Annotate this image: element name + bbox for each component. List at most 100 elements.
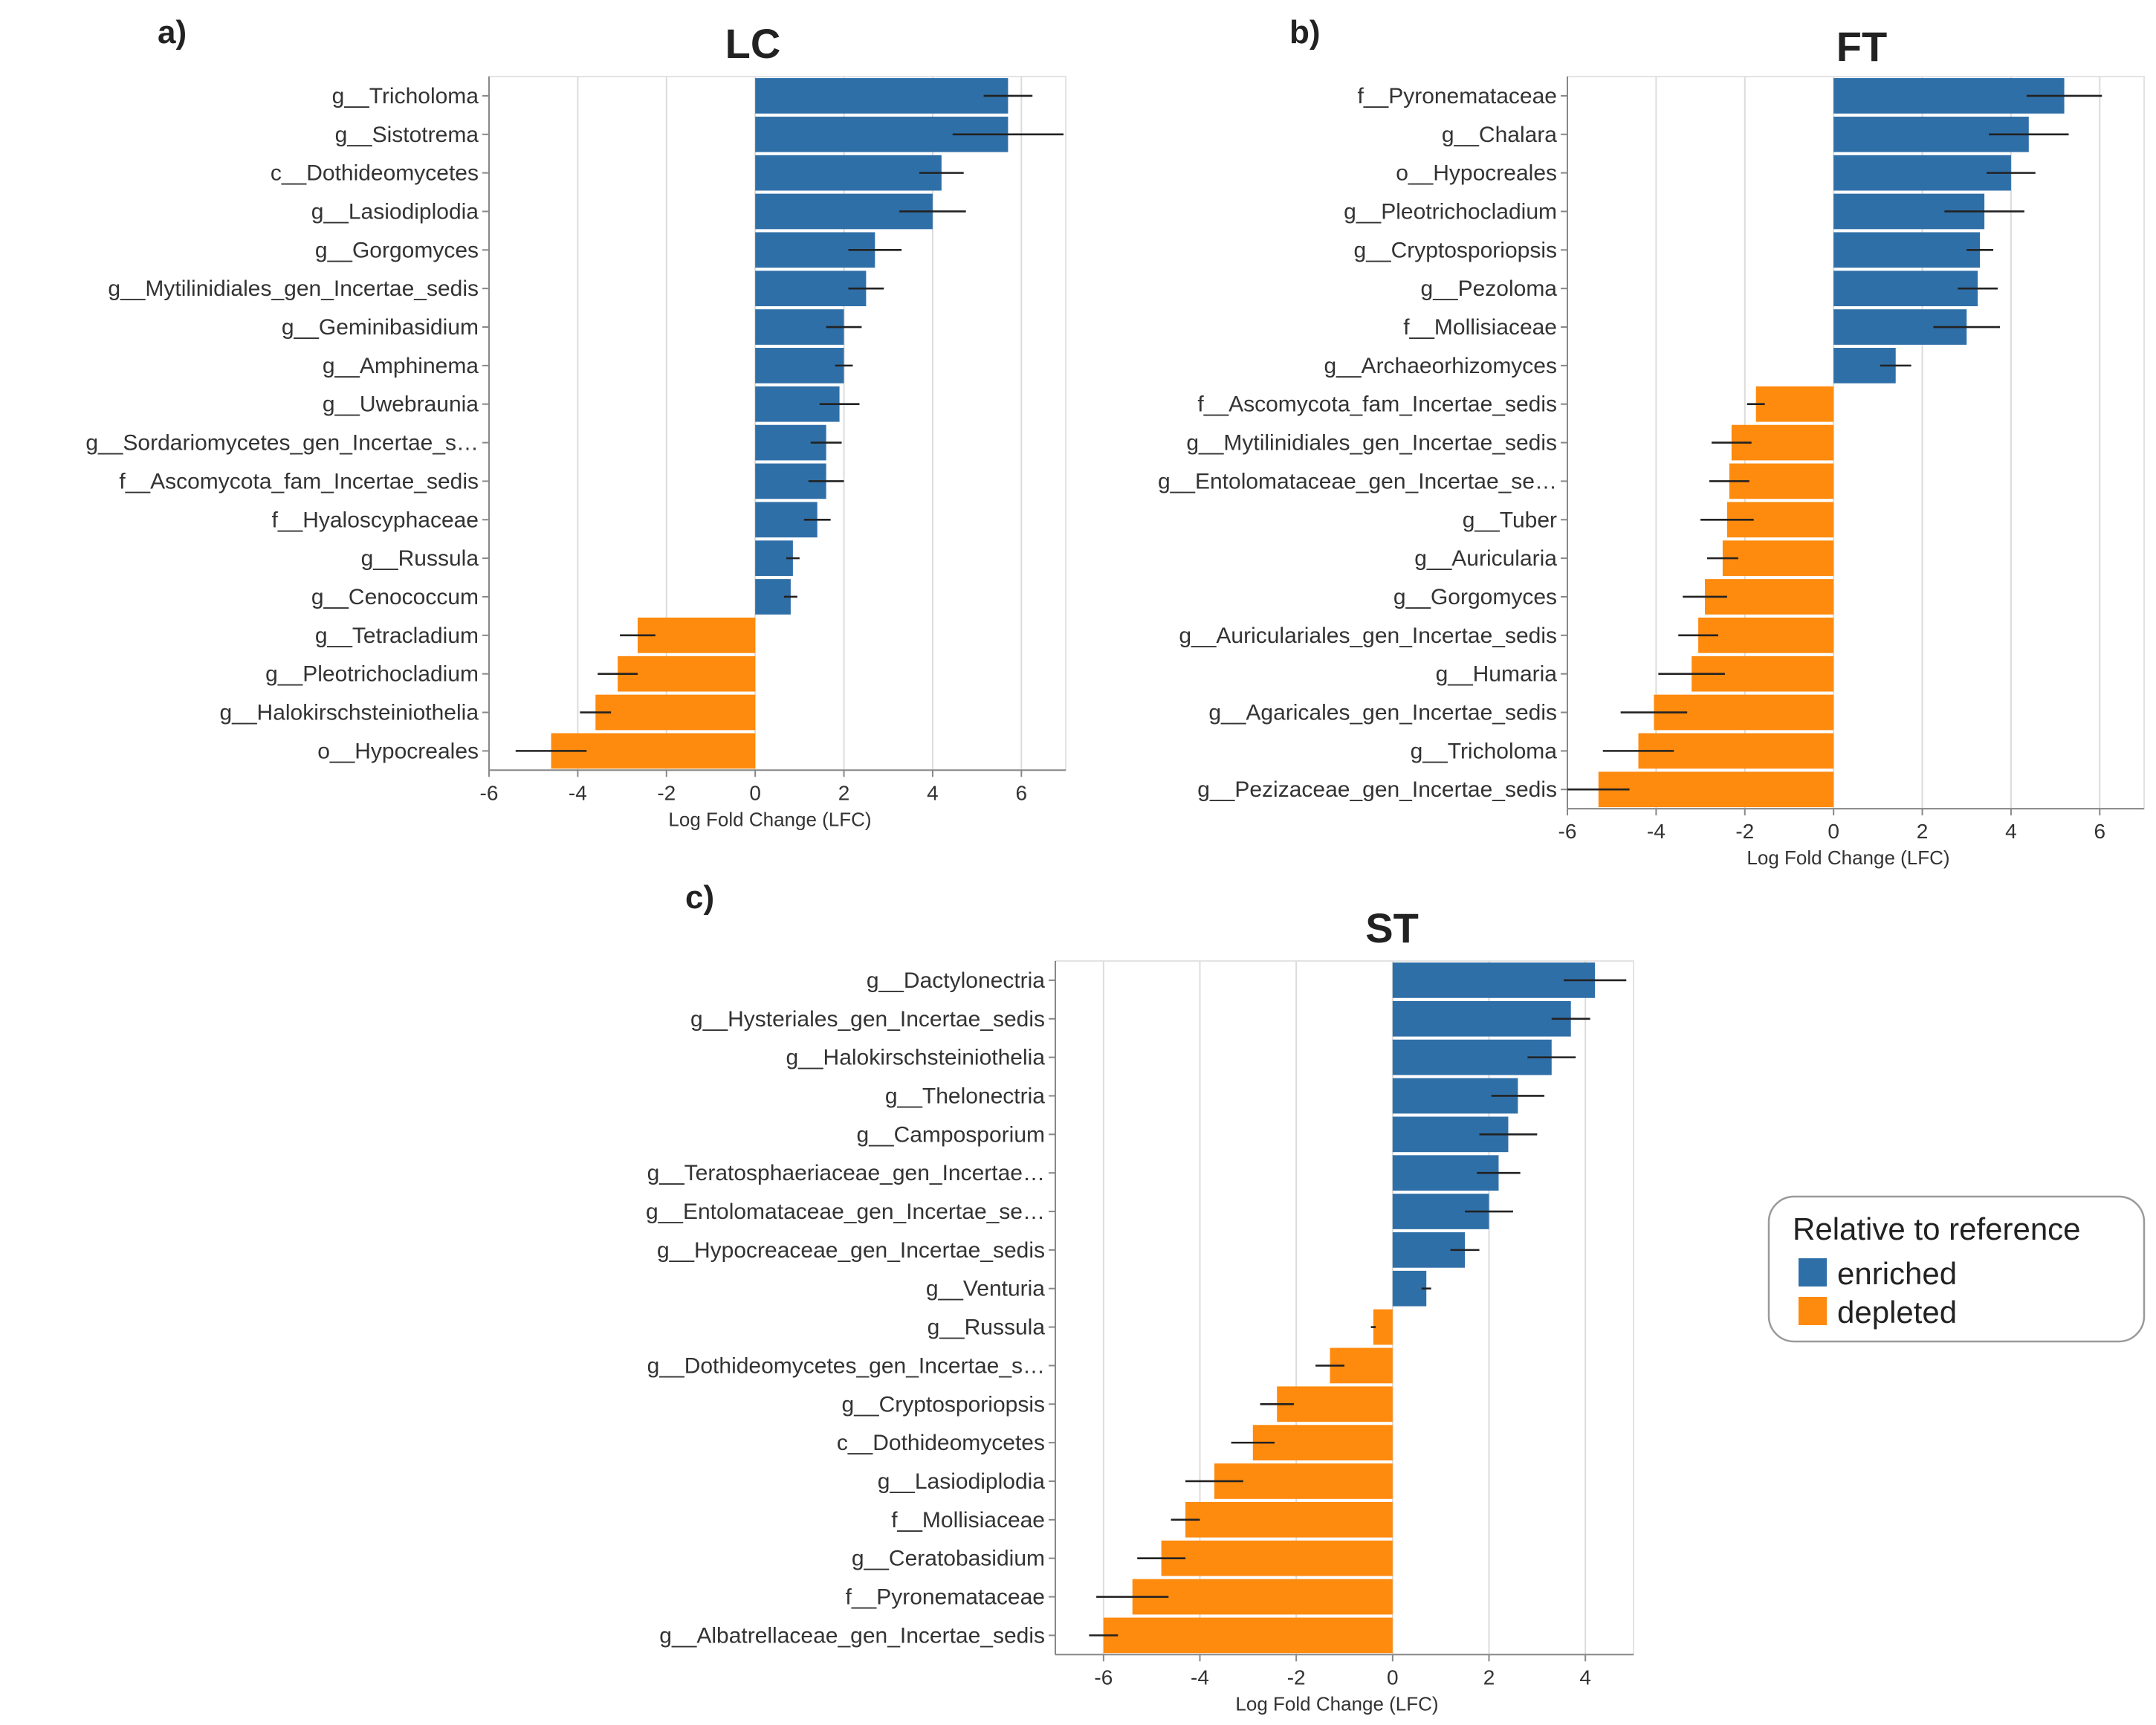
- x-tick-label: -2: [657, 781, 676, 804]
- bar-g-pezizaceae-gen-incertae-sedis: [1598, 771, 1834, 808]
- bar-g-auriculariales-gen-incertae-sedis: [1698, 617, 1834, 653]
- category-label: f__Ascomycota_fam_Incertae_sedis: [119, 469, 479, 493]
- bar-g-halokirschsteiniothelia: [595, 694, 756, 731]
- category-label: g__Hypocreaceae_gen_Incertae_sedis: [657, 1238, 1045, 1263]
- category-label: g__Archaeorhizomyces: [1324, 354, 1558, 378]
- bar-c-dothideomycetes: [1252, 1425, 1393, 1460]
- bar-g-ceratobasidium: [1161, 1540, 1393, 1576]
- bar-g-russula: [1373, 1309, 1393, 1345]
- category-label: f__Ascomycota_fam_Incertae_sedis: [1197, 392, 1557, 417]
- x-tick-label: -4: [1647, 820, 1665, 843]
- x-tick-label: 0: [1828, 820, 1839, 843]
- chart-title: ST: [1365, 904, 1419, 951]
- category-label: g__Tetracladium: [315, 624, 479, 648]
- bar-g-venturia: [1392, 1270, 1427, 1307]
- bar-g-hysteriales-gen-incertae-sedis: [1392, 1000, 1571, 1037]
- bar-g-albatrellaceae-gen-incertae-sedis: [1103, 1617, 1393, 1654]
- category-label: g__Lasiodiplodia: [878, 1469, 1046, 1494]
- category-label: g__Humaria: [1436, 662, 1558, 687]
- category-label: o__Hypocreales: [317, 739, 479, 763]
- bar-o-hypocreales: [1833, 155, 2011, 191]
- category-label: g__Ceratobasidium: [852, 1547, 1045, 1571]
- bar-f-pyronemataceae: [1833, 78, 2065, 114]
- category-label: g__Dactylonectria: [867, 968, 1045, 993]
- bar-g-pezoloma: [1833, 271, 1978, 307]
- bar-f-ascomycota-fam-incertae-sedis: [1755, 386, 1834, 422]
- bar-g-cryptosporiopsis: [1833, 232, 1981, 268]
- category-label: g__Auricularia: [1414, 546, 1557, 571]
- category-label: f__Mollisiaceae: [1403, 315, 1557, 340]
- x-tick-label: -2: [1287, 1666, 1306, 1689]
- chart-title: FT: [1836, 23, 1887, 70]
- category-label: g__Thelonectria: [885, 1084, 1045, 1108]
- legend-label-enriched: enriched: [1837, 1256, 1957, 1291]
- category-label: g__Pleotrichocladium: [265, 662, 479, 687]
- bar-g-mytilinidiales-gen-incertae-sedis: [755, 271, 867, 307]
- x-tick-label: -6: [1558, 820, 1577, 843]
- category-label: g__Teratosphaeriaceae_gen_Incertae…: [647, 1161, 1045, 1185]
- category-label: f__Mollisiaceae: [891, 1508, 1045, 1533]
- x-tick-label: 2: [1917, 820, 1929, 843]
- chart-panel-st: c) ST -6 -4 -2 0 2 4 g__Dactylonectria g__Hysteri…: [646, 879, 1634, 1715]
- x-axis-title: Log Fold Change (LFC): [1747, 847, 1949, 869]
- category-label: f__Hyaloscyphaceae: [271, 508, 479, 532]
- category-label: g__Amphinema: [323, 354, 479, 378]
- chart-panel-ft: b) FT -6 -4 -2 0 2 4 6 f__Pyronemataceae g__Chalar…: [1158, 14, 2145, 869]
- legend-swatch-enriched: [1799, 1258, 1827, 1287]
- bar-g-pleotrichocladium: [618, 656, 756, 692]
- legend-box: [1767, 1195, 2146, 1343]
- category-label: g__Gorgomyces: [1393, 585, 1557, 609]
- bar-g-lasiodiplodia: [1214, 1463, 1393, 1499]
- legend: Relative to reference enriched depleted: [1767, 1195, 2146, 1343]
- category-label: g__Halokirschsteiniothelia: [786, 1046, 1045, 1070]
- plot-area: [1055, 960, 1634, 1656]
- category-label: g__Sistotrema: [335, 123, 479, 147]
- category-label: g__Agaricales_gen_Incertae_sedis: [1208, 701, 1557, 725]
- category-label: c__Dothideomycetes: [837, 1431, 1045, 1455]
- category-label: g__Mytilinidiales_gen_Incertae_sedis: [108, 276, 479, 301]
- chart-title: LC: [725, 20, 781, 67]
- category-label: g__Lasiodiplodia: [311, 199, 479, 224]
- x-tick-label: 4: [2005, 820, 2017, 843]
- x-tick-label: -6: [1094, 1666, 1113, 1689]
- plot-area: [488, 76, 1066, 771]
- panel-letter: c): [685, 879, 714, 916]
- category-label: g__Tricholoma: [1411, 739, 1558, 763]
- chart-panel-lc: a) LC -6 -4 -2 0 2 4 6 g__Tricholoma g__Sistotrema…: [85, 14, 1066, 830]
- bar-g-cryptosporiopsis: [1277, 1386, 1393, 1423]
- category-label: g__Pleotrichocladium: [1344, 199, 1557, 224]
- panel-letter: b): [1289, 14, 1321, 51]
- bar-g-tetracladium: [637, 617, 756, 653]
- category-label: g__Entolomataceae_gen_Incertae_se…: [1158, 469, 1557, 493]
- category-label: g__Dothideomycetes_gen_Incertae_s…: [647, 1353, 1045, 1378]
- x-tick-label: 2: [838, 781, 850, 804]
- category-label: g__Halokirschsteiniothelia: [219, 701, 479, 725]
- category-label: o__Hypocreales: [1396, 161, 1557, 186]
- category-label: g__Uwebraunia: [323, 392, 479, 417]
- category-label: c__Dothideomycetes: [271, 161, 479, 186]
- category-label: g__Albatrellaceae_gen_Incertae_sedis: [659, 1623, 1045, 1648]
- category-label: g__Cryptosporiopsis: [1354, 238, 1557, 262]
- x-tick-label: 4: [1579, 1666, 1591, 1689]
- legend-label-depleted: depleted: [1837, 1295, 1957, 1330]
- x-tick-label: 4: [927, 781, 939, 804]
- x-tick-label: 6: [2094, 820, 2106, 843]
- category-label: g__Cryptosporiopsis: [842, 1392, 1045, 1417]
- x-tick-label: 0: [1387, 1666, 1399, 1689]
- category-label: g__Mytilinidiales_gen_Incertae_sedis: [1186, 431, 1557, 456]
- bar-g-halokirschsteiniothelia: [1392, 1039, 1552, 1075]
- category-label: g__Cenococcum: [311, 585, 479, 609]
- x-tick-label: 6: [1016, 781, 1028, 804]
- category-label: g__Venturia: [926, 1277, 1045, 1301]
- category-label: g__Russula: [928, 1315, 1046, 1340]
- category-label: f__Pyronemataceae: [845, 1585, 1045, 1610]
- bar-g-dactylonectria: [1392, 962, 1596, 998]
- category-label: g__Russula: [361, 546, 479, 571]
- category-label: g__Tuber: [1463, 508, 1557, 532]
- bar-f-mollisiaceae: [1185, 1501, 1393, 1538]
- x-tick-label: -2: [1735, 820, 1754, 843]
- category-label: g__Hysteriales_gen_Incertae_sedis: [690, 1007, 1045, 1032]
- category-label: g__Auriculariales_gen_Incertae_sedis: [1179, 624, 1557, 648]
- x-axis-title: Log Fold Change (LFC): [668, 808, 871, 830]
- x-tick-label: -4: [1191, 1666, 1209, 1689]
